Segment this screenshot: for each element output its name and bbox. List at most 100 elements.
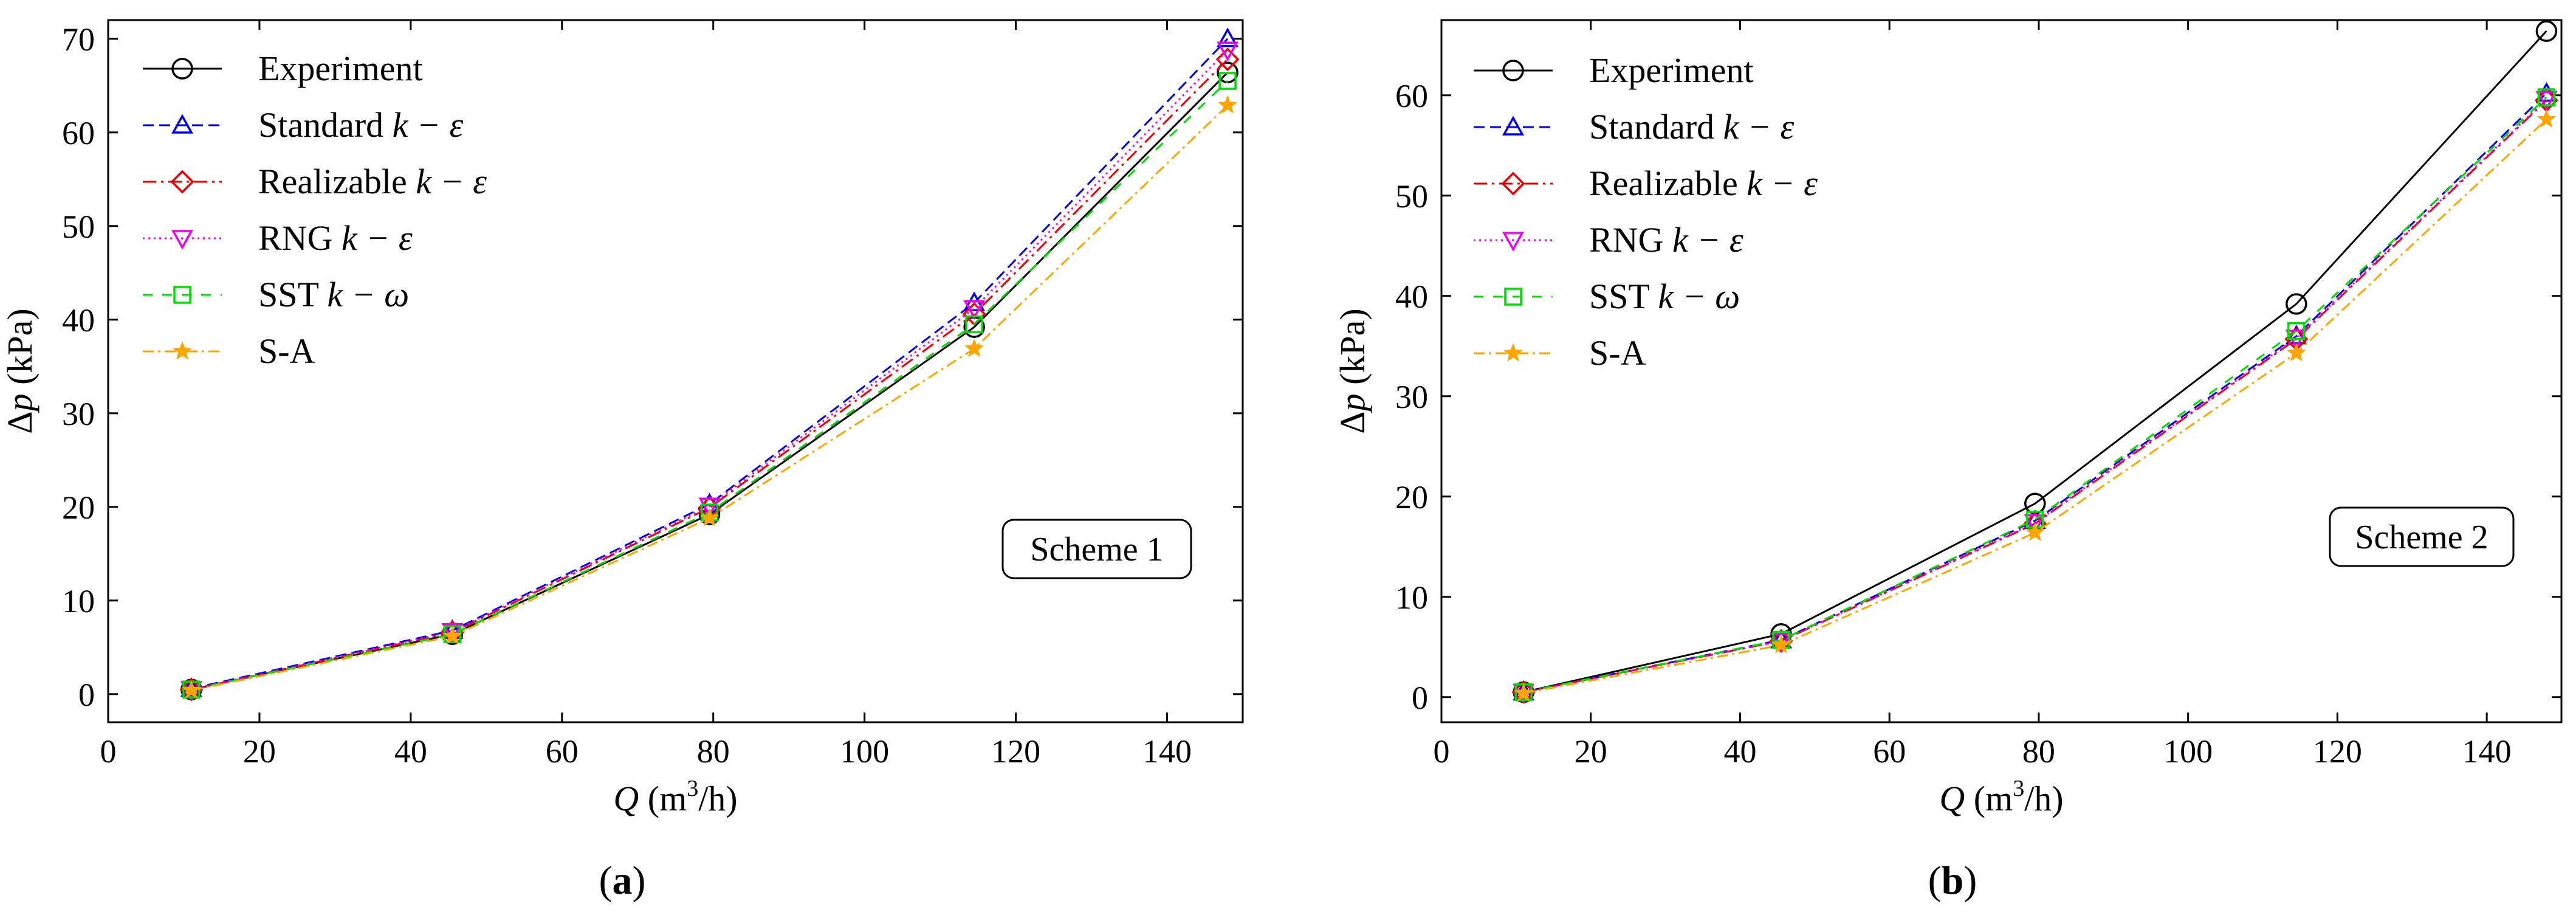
x-tick-label-b-7: 140 (2462, 733, 2512, 770)
x-tick-label-a-1: 20 (243, 733, 276, 770)
series-line-b-5 (1523, 119, 2547, 694)
legend-marker-b-4 (1504, 288, 1522, 306)
y-tick-label-a-4: 40 (62, 302, 95, 339)
panel-label-b: (b) (1928, 858, 1977, 903)
series-a-5 (181, 95, 1238, 699)
x-tick-label-a-4: 80 (697, 733, 730, 770)
series-a-2 (179, 47, 1240, 702)
legend-marker-b-5 (1503, 343, 1523, 362)
plot-frame-b (1440, 19, 2563, 723)
x-tick-label-b-5: 100 (2163, 733, 2213, 770)
point-a-0-4 (1217, 61, 1238, 83)
legend-label-a-4: SST k − ω (258, 275, 409, 314)
point-b-5-1 (1771, 635, 1791, 654)
legend-label-b-3: RNG k − ε (1589, 220, 1743, 260)
y-axis-label-a: Δp (kPa) (0, 308, 39, 433)
point-b-0-3 (2286, 293, 2307, 315)
plot-frame-a (107, 19, 1244, 723)
legend-label-b-0: Experiment (1589, 50, 1754, 90)
legend-label-b-1: Standard k − ε (1589, 107, 1795, 147)
y-tick-label-a-7: 70 (62, 21, 95, 58)
legend-marker-b-3 (1502, 232, 1524, 252)
series-line-a-3 (191, 49, 1229, 691)
legend-marker-b-2 (1501, 171, 1525, 196)
point-a-5-3 (964, 338, 984, 357)
point-a-5-2 (699, 508, 720, 526)
point-b-5-4 (2537, 109, 2557, 128)
y-tick-label-b-3: 30 (1395, 379, 1428, 415)
y-tick-label-b-0: 0 (1412, 680, 1428, 716)
annotation-box-a (1001, 519, 1192, 579)
x-tick-label-b-0: 0 (1434, 733, 1450, 770)
y-tick-label-a-5: 50 (62, 209, 95, 245)
legend-marker-a-3 (171, 230, 193, 250)
x-axis-label-b: Q (m3/h) (1939, 776, 2063, 818)
legend-marker-a-1 (171, 114, 193, 134)
series-line-b-0 (1523, 30, 2547, 693)
point-a-5-1 (442, 626, 462, 644)
y-tick-label-b-1: 10 (1395, 579, 1428, 616)
point-b-5-0 (1514, 683, 1534, 702)
x-tick-label-b-6: 120 (2313, 733, 2362, 770)
legend-b: Experiment Standard k − ε Realizable k − ε… (1474, 50, 1818, 373)
x-tick-label-b-2: 40 (1723, 733, 1756, 770)
chart-panel-a: 0 20 40 60 80 100 120 140 0 10 20 30 40 50 60 70 Q (m3/h… (0, 19, 1244, 903)
point-a-3-3 (963, 300, 986, 320)
legend-marker-b-1 (1502, 116, 1524, 136)
x-tick-label-a-5: 100 (840, 733, 889, 770)
chart-panel-b: 0 20 40 60 80 100 120 140 0 10 20 30 40 50 60 Q (m3/h) Δ… (1333, 19, 2563, 903)
legend-label-b-5: S-A (1589, 333, 1646, 373)
point-b-4-3 (2287, 322, 2306, 340)
y-tick-label-a-3: 30 (62, 396, 95, 432)
point-a-3-2 (698, 497, 721, 517)
y-axis-label-b: Δp (kPa) (1333, 308, 1372, 433)
y-tick-label-a-0: 0 (78, 677, 95, 713)
x-tick-label-a-7: 140 (1142, 733, 1192, 770)
panel-label-a: (a) (599, 858, 646, 903)
legend-marker-a-0 (171, 58, 193, 80)
legend-label-a-1: Standard k − ε (258, 105, 464, 145)
series-line-b-1 (1523, 92, 2547, 693)
y-tick-label-b-5: 50 (1395, 178, 1428, 215)
point-a-1-4 (1217, 27, 1239, 47)
x-tick-label-a-2: 40 (394, 733, 427, 770)
y-tick-label-a-6: 60 (62, 115, 95, 151)
series-line-b-4 (1523, 96, 2547, 693)
point-b-5-3 (2286, 343, 2306, 362)
y-tick-label-a-2: 20 (62, 489, 95, 526)
legend-a: Experiment Standard k − ε Realizable k − ε… (143, 49, 487, 371)
annotation-box-b (2329, 506, 2515, 567)
legend-label-a-3: RNG k − ε (258, 218, 413, 258)
x-tick-label-b-1: 20 (1575, 733, 1607, 770)
point-a-3-4 (1217, 41, 1239, 61)
series-b-5 (1514, 109, 2557, 702)
legend-marker-a-4 (173, 286, 191, 304)
annotation-text-a: Scheme 1 (1030, 531, 1163, 568)
x-tick-label-b-4: 80 (2022, 733, 2055, 770)
legend-label-a-2: Realizable k − ε (258, 162, 487, 201)
legend-label-b-4: SST k − ω (1589, 277, 1740, 316)
annotation-text-b: Scheme 2 (2355, 519, 2488, 556)
point-a-3-1 (441, 623, 464, 643)
y-tick-label-b-6: 60 (1395, 78, 1428, 114)
legend-label-b-2: Realizable k − ε (1589, 164, 1818, 203)
y-tick-label-a-1: 10 (62, 583, 95, 619)
point-b-5-2 (2025, 522, 2045, 541)
x-tick-label-b-3: 60 (1873, 733, 1906, 770)
point-a-5-4 (1218, 95, 1238, 114)
legend-marker-a-5 (173, 341, 192, 360)
point-b-3-4 (2535, 91, 2558, 111)
point-b-3-2 (2024, 514, 2046, 534)
x-tick-label-a-6: 120 (991, 733, 1040, 770)
legend-marker-a-2 (170, 170, 194, 194)
series-line-a-2 (191, 58, 1229, 691)
x-tick-label-a-3: 60 (546, 733, 579, 770)
series-line-a-1 (191, 38, 1229, 690)
series-a-0 (180, 61, 1238, 700)
point-a-4-4 (1218, 72, 1237, 90)
point-a-5-0 (181, 680, 201, 699)
point-b-4-4 (2537, 88, 2556, 106)
point-a-4-3 (965, 315, 983, 334)
legend-label-a-5: S-A (258, 331, 315, 371)
